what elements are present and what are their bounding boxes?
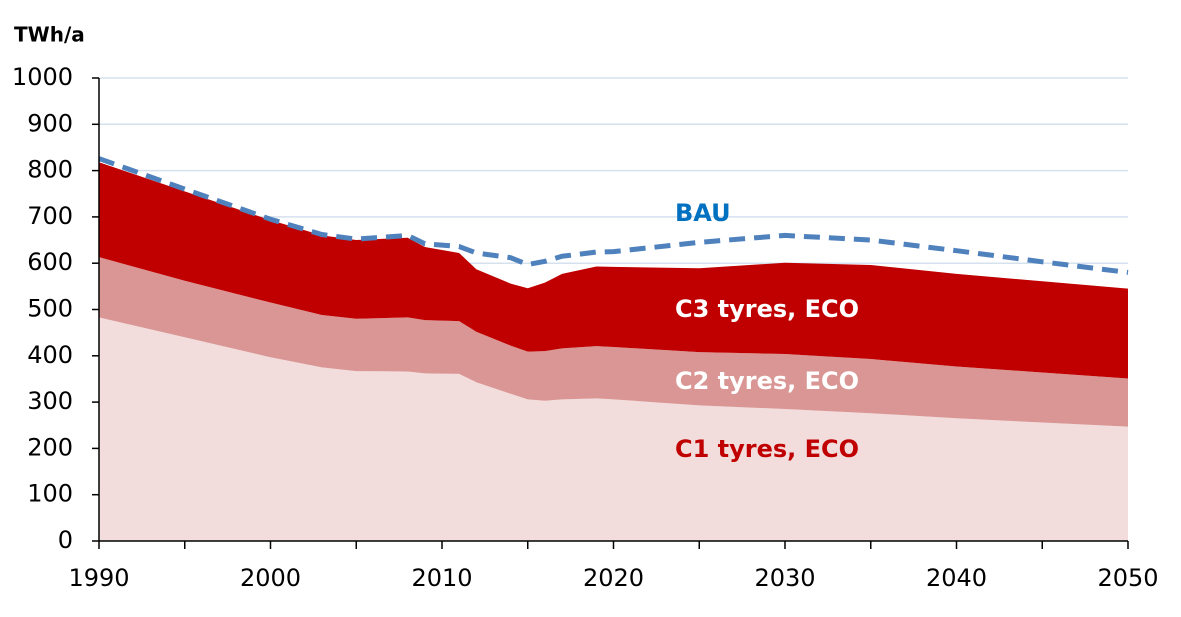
y-tick-label: 200 xyxy=(27,433,73,461)
series-label: C2 tyres, ECO xyxy=(675,367,859,395)
areas xyxy=(98,156,1129,541)
area xyxy=(99,317,1128,541)
x-tick-label: 2010 xyxy=(411,564,472,592)
y-tick-label: 300 xyxy=(27,387,73,415)
x-tick-label: 2030 xyxy=(754,564,815,592)
y-tick-label: 500 xyxy=(27,295,73,323)
series-label: C3 tyres, ECO xyxy=(675,295,859,323)
y-tick-label: 0 xyxy=(58,526,73,554)
y-tick-label: 700 xyxy=(27,202,73,230)
series-label: BAU xyxy=(675,199,731,227)
axes: 0 100 200 300 400 500 600 700 800 900 1000 1990 2000… xyxy=(12,63,1159,592)
y-axis-label: TWh/a xyxy=(14,23,85,47)
series-label: C1 tyres, ECO xyxy=(675,435,859,463)
y-tick-label: 800 xyxy=(27,156,73,184)
y-tick-label: 900 xyxy=(27,109,73,137)
x-tick-label: 2050 xyxy=(1097,564,1158,592)
area xyxy=(99,162,1128,379)
y-tick-label: 400 xyxy=(27,341,73,369)
area xyxy=(99,257,1128,427)
y-tick-label: 1000 xyxy=(12,63,73,91)
y-tick-label: 600 xyxy=(27,248,73,276)
x-tick-label: 2000 xyxy=(240,564,301,592)
line xyxy=(98,156,1129,275)
y-tick-label: 100 xyxy=(27,480,73,508)
x-tick-label: 2040 xyxy=(926,564,987,592)
x-tick-label: 1990 xyxy=(68,564,129,592)
x-tick-label: 2020 xyxy=(583,564,644,592)
